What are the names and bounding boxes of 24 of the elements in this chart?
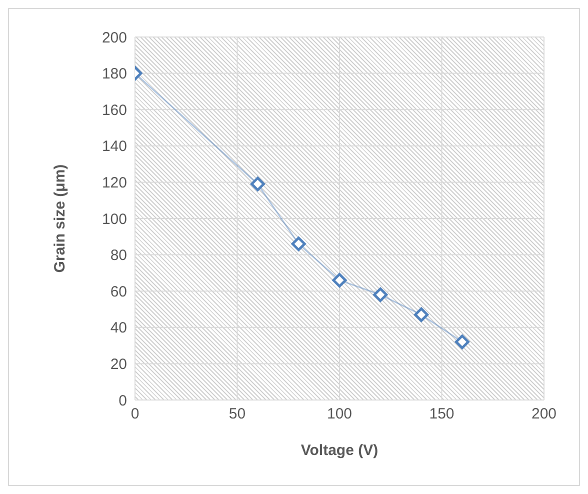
- point: [414, 307, 429, 322]
- x-axis-title: Voltage (V): [300, 442, 378, 459]
- y-tick-label: 160: [102, 102, 127, 119]
- y-tick-label: 140: [102, 138, 127, 156]
- y-tick-label: 120: [102, 174, 127, 192]
- y-tick-label: 200: [102, 29, 127, 46]
- y-tick-label: 180: [102, 66, 127, 83]
- y-axis-title: Grain size (μm): [51, 164, 68, 273]
- x-tick-label: 0: [130, 406, 140, 423]
- x-tick-label: 200: [531, 406, 557, 423]
- x-tick-label: 100: [326, 406, 352, 423]
- y-tick-label: 40: [110, 320, 127, 337]
- point: [332, 272, 347, 288]
- y-tick-label: 80: [110, 247, 127, 264]
- point: [454, 334, 470, 350]
- y-tick-label: 100: [102, 210, 127, 228]
- point: [373, 287, 388, 302]
- x-tick-label: 50: [228, 406, 246, 423]
- y-tick-label: 20: [110, 356, 127, 374]
- point: [291, 236, 306, 252]
- y-tick-label: 60: [110, 283, 127, 300]
- point: [250, 176, 265, 192]
- x-tick-label: 150: [429, 406, 454, 423]
- y-tick-label: 0: [118, 392, 127, 410]
